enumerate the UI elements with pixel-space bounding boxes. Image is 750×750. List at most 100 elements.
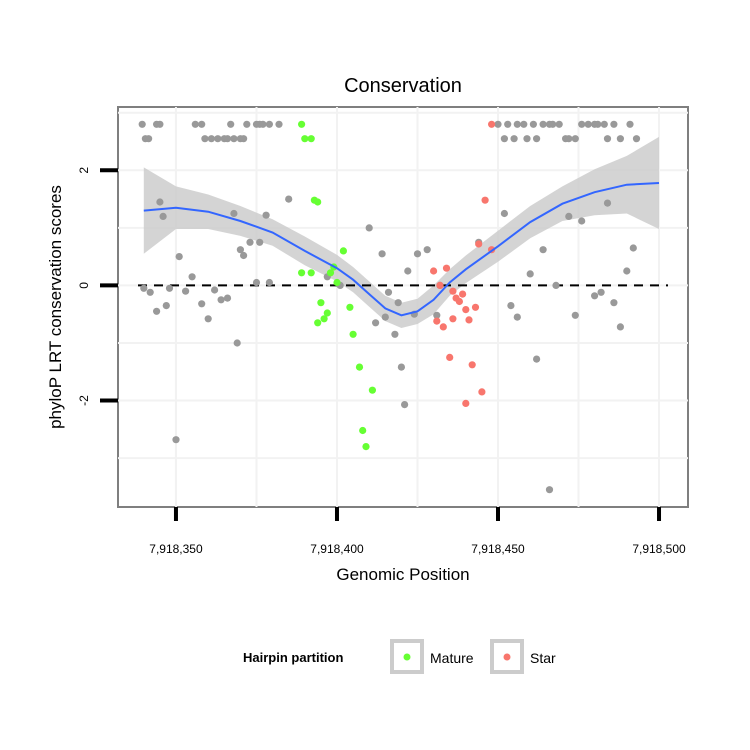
point-other [381, 313, 389, 321]
point-other [571, 135, 579, 143]
point-other [629, 244, 637, 252]
point-other [523, 135, 531, 143]
point-other [265, 120, 273, 128]
point-other [539, 246, 547, 254]
point-other [394, 299, 402, 307]
point-star [471, 303, 480, 311]
point-other [256, 238, 264, 246]
point-other [188, 273, 196, 281]
point-mature [323, 309, 331, 317]
point-other [165, 284, 174, 292]
point-other [182, 287, 190, 295]
point-other [500, 209, 508, 218]
point-other [172, 436, 180, 444]
point-other [626, 120, 634, 128]
point-other [632, 135, 641, 143]
legend-title: Hairpin partition [243, 650, 343, 665]
point-mature [355, 363, 364, 371]
point-mature [301, 135, 309, 143]
point-mature [298, 120, 306, 128]
point-other [265, 278, 273, 287]
point-other [513, 120, 521, 128]
chart-title: Conservation [344, 75, 462, 97]
point-other [401, 401, 409, 409]
point-star [459, 290, 467, 298]
point-other [145, 135, 153, 143]
point-other [378, 250, 386, 258]
point-mature [326, 269, 335, 277]
point-other [413, 250, 422, 258]
x-tick-label: 7,918,450 [471, 542, 525, 556]
point-mature [368, 386, 376, 394]
point-other [204, 315, 212, 323]
point-mature [307, 269, 315, 277]
point-star [481, 196, 489, 204]
point-other [262, 211, 270, 219]
legend-label-mature: Mature [430, 650, 474, 666]
point-other [240, 135, 248, 143]
point-other [552, 281, 560, 289]
point-other [603, 135, 612, 143]
point-mature [298, 269, 306, 277]
y-tick-label: 0 [77, 282, 91, 289]
point-other [533, 135, 541, 143]
point-mature [320, 315, 328, 323]
point-other [217, 296, 225, 304]
point-other [207, 135, 215, 143]
point-other [549, 120, 557, 128]
point-other [603, 199, 612, 207]
point-other [610, 299, 618, 307]
point-other [616, 135, 625, 143]
point-other [391, 330, 399, 338]
point-other [285, 195, 293, 203]
point-other [252, 278, 261, 287]
legend: Hairpin partition Mature Star [243, 639, 556, 674]
point-other [578, 217, 586, 225]
point-other [162, 302, 170, 310]
point-other [372, 319, 380, 327]
point-other [233, 339, 241, 347]
point-star [433, 317, 441, 325]
point-other [494, 120, 502, 128]
point-mature [359, 426, 367, 435]
point-other [223, 294, 232, 302]
point-star [465, 316, 473, 324]
point-other [539, 120, 547, 128]
point-other [175, 253, 183, 261]
point-star [462, 399, 470, 407]
point-mature [346, 303, 354, 311]
x-axis-ticks: 7,918,350 7,918,400 7,918,450 7,918,500 [149, 507, 686, 556]
y-axis-ticks: -2 0 2 [77, 167, 118, 406]
point-star [488, 120, 496, 128]
point-other [140, 284, 148, 292]
point-other [529, 120, 538, 128]
point-other [211, 286, 219, 294]
point-other [578, 120, 586, 128]
point-other [397, 363, 405, 371]
point-other [384, 288, 393, 296]
point-mature [362, 443, 370, 451]
point-mature [317, 299, 325, 307]
point-other [423, 246, 431, 254]
point-mature [314, 319, 322, 327]
point-other [500, 135, 508, 143]
point-star [475, 240, 483, 248]
point-star [439, 323, 447, 331]
point-other [365, 224, 373, 232]
point-other [246, 238, 254, 246]
point-other [201, 135, 209, 143]
point-star [478, 388, 486, 396]
y-tick-label: -2 [77, 395, 91, 406]
point-other [156, 120, 164, 128]
point-star [449, 287, 457, 295]
x-tick-label: 7,918,400 [310, 542, 364, 556]
point-other [591, 292, 599, 300]
point-other [555, 120, 563, 128]
point-mature [314, 198, 322, 206]
point-mature [333, 278, 341, 287]
point-other [243, 120, 251, 128]
point-other [504, 120, 512, 128]
data-points [138, 120, 641, 494]
point-other [156, 198, 164, 206]
point-other [565, 135, 573, 143]
